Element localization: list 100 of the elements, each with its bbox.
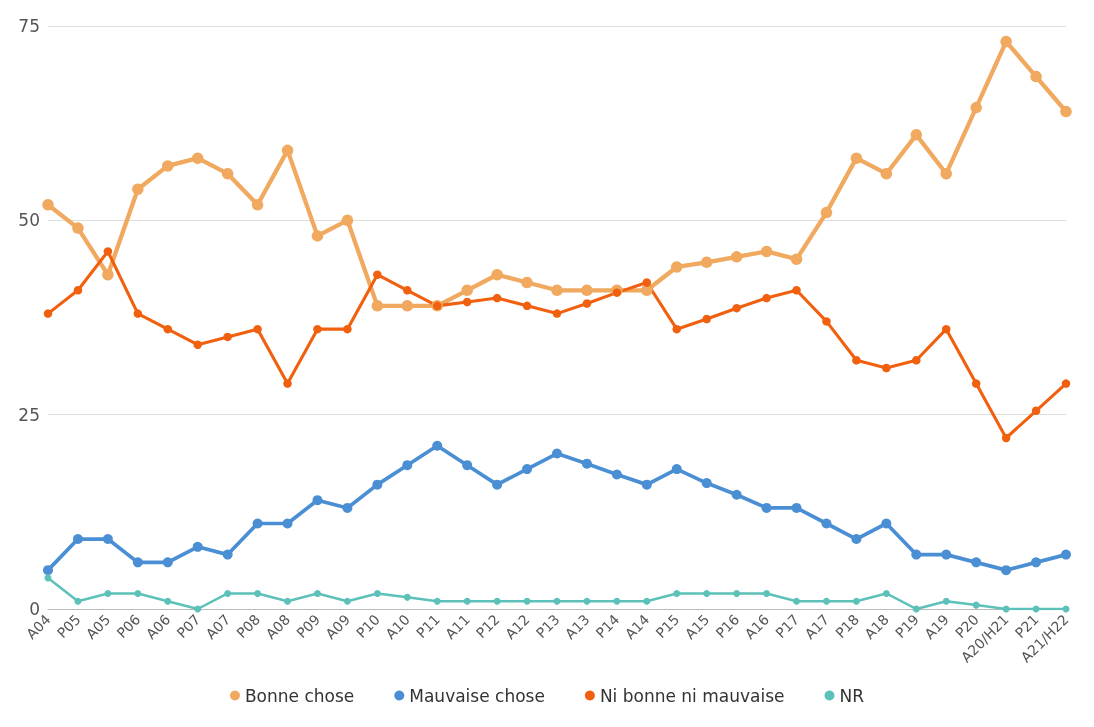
point <box>581 284 593 297</box>
point <box>972 601 980 609</box>
point <box>551 284 563 297</box>
point <box>311 230 324 242</box>
point <box>343 324 352 334</box>
point <box>671 464 682 475</box>
point <box>403 286 412 295</box>
point <box>373 589 381 597</box>
point <box>522 464 533 475</box>
point <box>790 253 803 265</box>
point <box>371 300 384 312</box>
point <box>194 605 202 613</box>
point <box>760 245 773 258</box>
point <box>42 199 54 211</box>
y-tick-label: 75 <box>18 16 40 36</box>
point <box>703 589 711 597</box>
point <box>701 478 712 489</box>
point <box>103 247 113 256</box>
point <box>882 589 890 597</box>
point <box>221 167 234 180</box>
point <box>313 589 321 597</box>
point <box>373 270 382 279</box>
point <box>910 129 923 141</box>
x-tick-label: P12 <box>472 611 503 642</box>
point <box>911 549 922 560</box>
point <box>43 309 53 318</box>
point <box>882 363 891 373</box>
point <box>762 293 771 303</box>
point <box>761 502 772 513</box>
point <box>1001 565 1012 576</box>
point <box>102 534 113 545</box>
point <box>43 565 53 576</box>
point <box>673 589 681 597</box>
point <box>73 286 83 295</box>
point <box>163 324 173 334</box>
point <box>1000 35 1012 48</box>
point <box>1001 433 1011 443</box>
x-tick-label: P10 <box>353 611 384 642</box>
point <box>822 597 830 605</box>
point <box>552 448 562 459</box>
x-tick-label: P09 <box>293 611 324 642</box>
point <box>72 222 84 234</box>
point <box>402 460 413 471</box>
point <box>162 557 173 568</box>
point <box>403 593 411 601</box>
point <box>222 549 233 560</box>
point <box>134 589 142 597</box>
point <box>1031 557 1042 568</box>
point <box>461 284 473 297</box>
point <box>793 597 801 605</box>
point <box>613 597 621 605</box>
point <box>821 518 832 529</box>
point <box>251 199 264 211</box>
point <box>643 597 651 605</box>
point <box>763 589 771 597</box>
point <box>132 557 143 568</box>
point <box>792 286 801 295</box>
point <box>254 589 262 597</box>
point <box>281 144 294 157</box>
point <box>611 469 622 480</box>
point <box>522 301 532 311</box>
point <box>252 518 263 529</box>
point <box>493 597 501 605</box>
legend-label: Mauvaise chose <box>409 685 545 706</box>
point <box>820 206 833 219</box>
point <box>850 152 863 164</box>
point <box>492 293 502 303</box>
point <box>491 269 503 281</box>
point <box>104 589 112 597</box>
x-tick-label: P13 <box>532 611 563 642</box>
point <box>1060 105 1072 118</box>
point <box>941 324 951 334</box>
point <box>191 152 204 164</box>
point <box>612 288 622 297</box>
legend-label: NR <box>839 685 865 706</box>
point <box>372 479 383 490</box>
point <box>791 502 802 513</box>
point <box>341 214 354 227</box>
point <box>523 597 531 605</box>
point <box>132 183 144 195</box>
point <box>971 379 981 388</box>
point <box>553 597 561 605</box>
point <box>912 356 921 365</box>
point <box>343 597 351 605</box>
x-tick-label: P18 <box>832 611 863 642</box>
point <box>642 278 652 287</box>
point <box>312 495 323 506</box>
point <box>462 297 472 307</box>
x-tick-label: P14 <box>592 611 623 642</box>
point <box>223 332 232 342</box>
point <box>253 324 262 334</box>
point <box>971 557 982 568</box>
y-tick-label: 0 <box>29 599 40 619</box>
point <box>1061 549 1071 560</box>
x-tick-label: P05 <box>53 611 84 642</box>
point <box>730 251 743 263</box>
point <box>912 605 920 613</box>
x-tick-label: P15 <box>652 611 683 642</box>
point <box>433 597 441 605</box>
point <box>970 101 982 114</box>
